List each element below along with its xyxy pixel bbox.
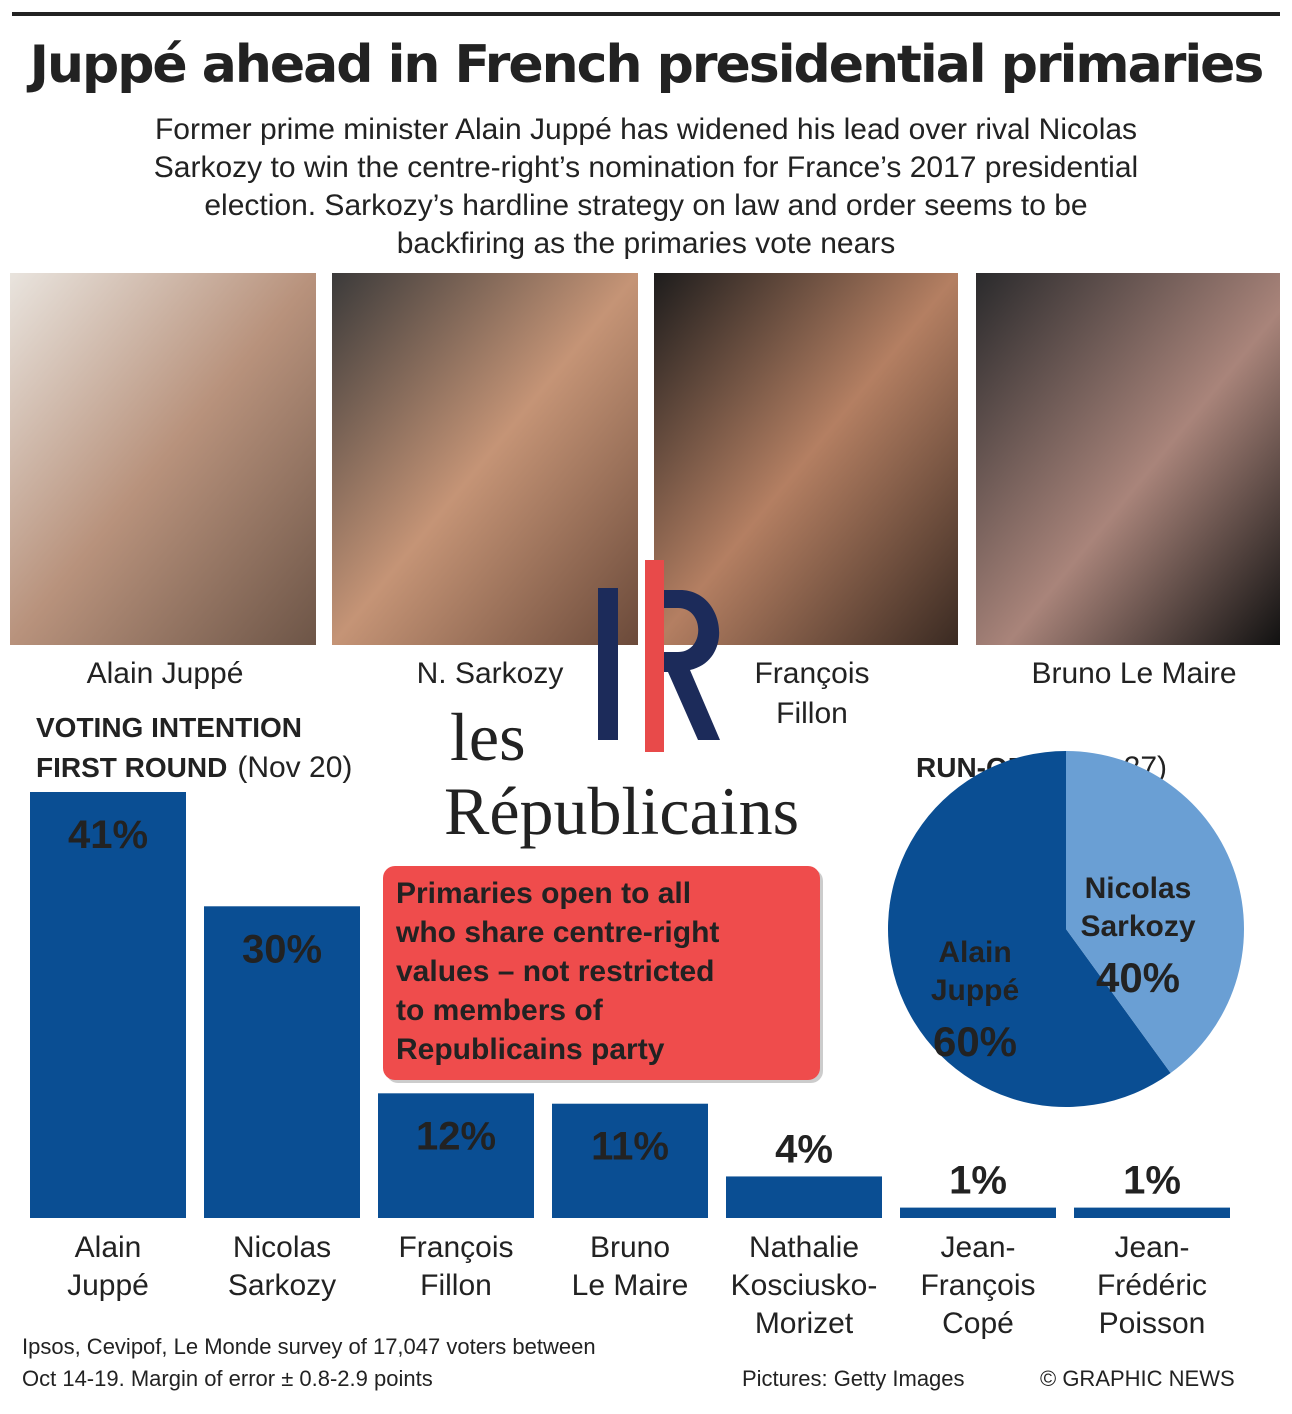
chart-title: FIRST ROUND (Nov 20) <box>36 751 352 784</box>
credit: Pictures: Getty Images <box>742 1366 965 1391</box>
category-label: François <box>398 1231 513 1264</box>
category-label: Nicolas <box>233 1231 331 1264</box>
photo <box>332 273 638 645</box>
logo-word: les <box>450 699 526 775</box>
category-label: Morizet <box>755 1307 854 1340</box>
bar <box>726 1176 882 1218</box>
category-label: Alain <box>75 1231 142 1264</box>
value-label: 4% <box>775 1127 833 1171</box>
category-label: Fillon <box>420 1269 492 1302</box>
category-label: Sarkozy <box>228 1269 336 1302</box>
callout <box>383 866 820 1080</box>
category-label: Kosciusko- <box>731 1269 878 1302</box>
bar <box>552 1103 708 1218</box>
footer: Ipsos, Cevipof, Le Monde survey of 17,04… <box>22 1334 1235 1391</box>
callout-line: to members of <box>396 994 604 1027</box>
photo <box>976 273 1280 645</box>
bar <box>1074 1207 1230 1218</box>
value-label: 12% <box>416 1114 496 1158</box>
title: Juppé ahead in French presidential prima… <box>27 35 1263 95</box>
slice-value: 40% <box>1096 954 1180 1001</box>
source-line: Ipsos, Cevipof, Le Monde survey of 17,04… <box>22 1334 596 1359</box>
chart-subtitle: (Nov 20) <box>237 751 352 784</box>
pie-slice <box>888 751 1171 1107</box>
bar-chart: VOTING INTENTION FIRST ROUND (Nov 20) 41% Al… <box>30 712 1230 1340</box>
callout-line: Republicains party <box>396 1033 665 1066</box>
bar <box>30 792 186 1218</box>
callout-line: Primaries open to all <box>396 877 691 910</box>
value-label: 41% <box>68 813 148 857</box>
logo-word: Républicains <box>444 773 799 849</box>
chart-title-line: FIRST ROUND <box>36 752 227 783</box>
logo: les Républicains <box>444 560 799 849</box>
callout-text: Primaries open to all who share centre-ri… <box>395 877 719 1066</box>
photo-caption: Bruno Le Maire <box>1031 657 1236 690</box>
slice-value: 60% <box>933 1018 1017 1065</box>
category-label: Poisson <box>1099 1307 1206 1340</box>
category-label: Jean- <box>1114 1231 1189 1264</box>
category-label: Le Maire <box>572 1269 689 1302</box>
photo-caption: Fillon <box>776 697 848 730</box>
slice-label: Sarkozy <box>1080 910 1195 943</box>
photo-caption: N. Sarkozy <box>417 657 564 690</box>
photo <box>654 273 958 645</box>
pie-chart: RUN-OFF(Nov 27)AlainJuppé60%NicolasSarko… <box>888 751 1244 1107</box>
category-label: Nathalie <box>749 1231 859 1264</box>
category-label: François <box>920 1269 1035 1302</box>
slice-label: Juppé <box>931 974 1019 1007</box>
top-rule <box>12 12 1280 16</box>
value-label: 1% <box>949 1159 1007 1203</box>
subtitle: Former prime minister Alain Juppé has wi… <box>154 113 1138 260</box>
source-line: Oct 14-19. Margin of error ± 0.8-2.9 poi… <box>22 1366 433 1391</box>
bar <box>900 1207 1056 1218</box>
subtitle-line: Former prime minister Alain Juppé has wi… <box>155 113 1137 146</box>
value-label: 11% <box>591 1125 669 1169</box>
subtitle-line: election. Sarkozy’s hardline strategy on… <box>204 189 1087 222</box>
value-label: 1% <box>1123 1159 1181 1203</box>
category-label: Frédéric <box>1097 1269 1207 1302</box>
bar <box>204 906 360 1218</box>
callout-line: values – not restricted <box>396 955 714 988</box>
category-label: Jean- <box>940 1231 1015 1264</box>
callout-line: who share centre-right <box>395 916 719 949</box>
pie-slice <box>1066 751 1244 1074</box>
slice-label: Alain <box>938 936 1011 969</box>
photo <box>10 273 316 645</box>
chart-title: VOTING INTENTION <box>36 712 302 743</box>
value-label: 30% <box>242 927 322 971</box>
category-label: Bruno <box>590 1231 670 1264</box>
category-label: Juppé <box>67 1269 149 1302</box>
category-label: Copé <box>942 1307 1014 1340</box>
slice-label: Nicolas <box>1085 872 1192 905</box>
subtitle-line: Sarkozy to win the centre-right’s nomina… <box>154 151 1138 184</box>
photo-caption: François <box>754 657 869 690</box>
bar <box>378 1093 534 1218</box>
photo-captions: Alain Juppé N. Sarkozy François Fillon Bruno… <box>87 657 1237 730</box>
photo-caption: Alain Juppé <box>87 657 244 690</box>
copyright: © GRAPHIC NEWS <box>1040 1366 1235 1391</box>
subtitle-line: backfiring as the primaries vote nears <box>397 227 896 260</box>
